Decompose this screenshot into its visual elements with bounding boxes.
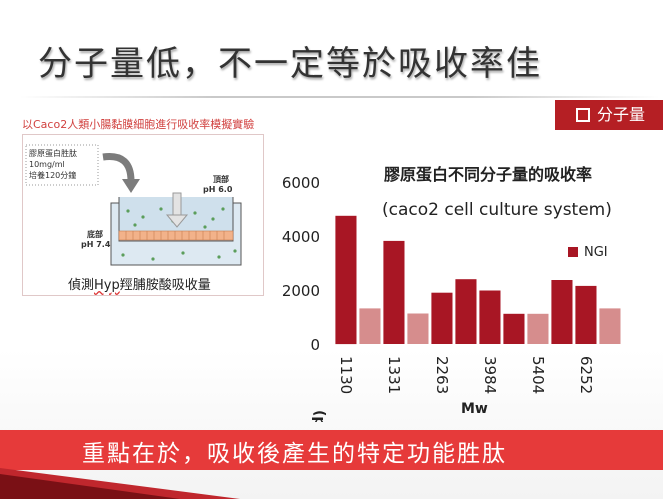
curved-arrow-icon xyxy=(102,153,135,182)
bar-3 xyxy=(383,240,405,344)
slide-title: 分子量低，不一定等於吸收率佳 xyxy=(38,44,542,84)
bar-11 xyxy=(575,285,597,344)
chart-subtitle: (caco2 cell culture system) xyxy=(382,200,612,220)
chart-svg: 0 2000 4000 6000 1130 1331 2263 3984 5404 6252 膠… xyxy=(282,165,621,457)
x-tick-label: 1130 xyxy=(337,356,355,394)
legend-label-ngi: NGI xyxy=(584,245,608,260)
bar-10 xyxy=(551,280,573,344)
y-tick-label: 6000 xyxy=(282,174,320,192)
x-tick-label: 2263 xyxy=(433,356,451,394)
bar-12 xyxy=(599,308,621,344)
y-axis-label: (ppm) xyxy=(311,410,327,422)
apical-label: 頂部 xyxy=(213,175,229,184)
bar-8 xyxy=(503,313,525,344)
legend-swatch-ngi xyxy=(568,247,578,257)
bars-group xyxy=(335,215,621,345)
basolateral-label: 底部 xyxy=(87,230,103,239)
caption-hyp: Hyp xyxy=(94,278,120,293)
y-tick-label: 0 xyxy=(310,336,320,354)
detection-caption: 偵測Hyp羥脯胺酸吸收量 xyxy=(68,274,211,293)
sample-line-3: 培養120分鐘 xyxy=(29,171,77,180)
bar-2 xyxy=(359,308,381,344)
x-tick-label: 1331 xyxy=(385,356,403,394)
caco2-diagram: 膠原蛋白胜肽 10mg/ml 培養120分鐘 頂部 pH 6.0 底部 pH 7… xyxy=(22,134,264,296)
key-point-text: 重點在於，吸收後產生的特定功能胜肽 xyxy=(82,441,507,467)
bar-4 xyxy=(407,313,429,344)
basolateral-ph: pH 7.4 xyxy=(81,240,111,249)
bar-6 xyxy=(455,279,477,344)
x-ticks-group: 1130 1331 2263 3984 5404 6252 xyxy=(337,356,595,394)
footer-dark-wedge xyxy=(0,474,180,499)
bar-5 xyxy=(431,292,453,344)
down-arrow-shaft-icon xyxy=(172,192,182,216)
caption-prefix: 偵測 xyxy=(68,278,95,293)
y-ticks-group: 0 2000 4000 6000 xyxy=(282,174,320,354)
sample-line-1: 膠原蛋白胜肽 xyxy=(29,149,77,158)
experiment-subtitle: 以Caco2人類小腸黏膜細胞進行吸收率模擬實驗 xyxy=(22,118,255,131)
key-point-banner: 重點在於，吸收後產生的特定功能胜肽 xyxy=(0,430,663,470)
apical-ph: pH 6.0 xyxy=(203,185,233,194)
x-tick-label: 3984 xyxy=(481,356,499,394)
bar-9 xyxy=(527,313,549,344)
sample-note-frame xyxy=(25,144,99,186)
y-tick-label: 4000 xyxy=(282,228,320,246)
title-divider xyxy=(20,96,660,98)
chart-title: 膠原蛋白不同分子量的吸收率 xyxy=(384,165,592,184)
absorption-chart: 0 2000 4000 6000 1130 1331 2263 3984 5404 6252 膠… xyxy=(262,152,662,457)
down-arrow-icon xyxy=(165,214,189,228)
bar-1 xyxy=(335,215,357,345)
sample-line-2: 10mg/ml xyxy=(29,160,65,169)
cell-monolayer xyxy=(118,230,234,241)
curved-arrow-head-icon xyxy=(122,179,140,193)
section-tag-label: 分子量 xyxy=(597,105,646,124)
bar-7 xyxy=(479,290,501,344)
section-tag: 分子量 xyxy=(555,100,663,130)
transwell-illustration xyxy=(25,144,242,266)
y-tick-label: 2000 xyxy=(282,282,320,300)
x-tick-label: 6252 xyxy=(577,356,595,394)
x-axis-label: Mw xyxy=(461,401,488,417)
checkbox-square-icon xyxy=(576,108,590,122)
x-tick-label: 5404 xyxy=(529,356,547,394)
caption-suffix: 羥脯胺酸吸收量 xyxy=(119,278,211,293)
footer-decoration xyxy=(0,468,240,499)
